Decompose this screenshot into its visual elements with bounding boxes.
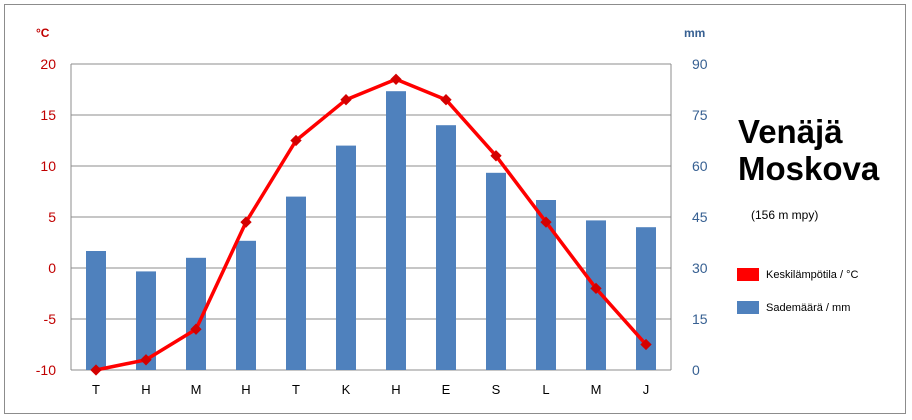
left-tick-label: 5 bbox=[48, 209, 56, 225]
x-tick-label: T bbox=[92, 382, 100, 397]
x-tick-label: H bbox=[391, 382, 400, 397]
temperature-point bbox=[240, 216, 252, 228]
x-tick-label: S bbox=[492, 382, 501, 397]
elevation-note: (156 m mpy) bbox=[751, 208, 819, 222]
temperature-point bbox=[490, 150, 502, 162]
precipitation-bar bbox=[186, 257, 206, 370]
left-tick-label: -10 bbox=[36, 362, 56, 378]
precipitation-bar bbox=[436, 125, 456, 370]
chart-title: Venäjä bbox=[738, 113, 843, 150]
left-tick-label: 0 bbox=[48, 260, 56, 276]
x-tick-label: L bbox=[542, 382, 549, 397]
x-tick-label: K bbox=[342, 382, 351, 397]
right-axis-ticks: 0 15 30 45 60 75 90 bbox=[692, 56, 708, 378]
legend-swatch-temperature bbox=[737, 268, 759, 281]
legend-label-temperature: Keskilämpötila / °C bbox=[766, 268, 859, 281]
precipitation-bar bbox=[236, 240, 256, 370]
legend-item-precipitation: Sademäärä / mm bbox=[737, 301, 850, 314]
x-tick-label: H bbox=[141, 382, 150, 397]
precipitation-bar bbox=[336, 145, 356, 370]
right-tick-label: 30 bbox=[692, 260, 708, 276]
right-tick-label: 45 bbox=[692, 209, 708, 225]
precipitation-bar bbox=[636, 227, 656, 370]
left-tick-label: 20 bbox=[40, 56, 56, 72]
x-tick-label: E bbox=[442, 382, 451, 397]
x-tick-label: J bbox=[643, 382, 650, 397]
legend-item-temperature: Keskilämpötila / °C bbox=[737, 268, 858, 281]
temperature-point bbox=[190, 323, 202, 335]
left-axis-unit: °C bbox=[36, 26, 50, 40]
precipitation-bar bbox=[536, 200, 556, 370]
precipitation-bar bbox=[586, 220, 606, 370]
temperature-point bbox=[390, 73, 402, 85]
gridlines bbox=[70, 63, 672, 371]
precipitation-bar bbox=[486, 172, 506, 370]
left-tick-label: -5 bbox=[44, 311, 57, 327]
right-tick-label: 15 bbox=[692, 311, 708, 327]
right-axis-unit: mm bbox=[684, 26, 705, 40]
x-tick-label: M bbox=[591, 382, 602, 397]
right-tick-label: 0 bbox=[692, 362, 700, 378]
temperature-point bbox=[290, 134, 302, 147]
left-tick-label: 10 bbox=[40, 158, 56, 174]
temperature-point bbox=[540, 216, 552, 228]
temperature-polyline bbox=[95, 77, 648, 372]
temperature-point bbox=[640, 338, 652, 351]
precipitation-bar bbox=[386, 91, 406, 370]
right-tick-label: 75 bbox=[692, 107, 708, 123]
x-tick-label: H bbox=[241, 382, 250, 397]
chart-subtitle: Moskova bbox=[738, 150, 880, 187]
precipitation-bar bbox=[86, 251, 106, 370]
left-axis-ticks: -10 -5 0 5 10 15 20 bbox=[36, 56, 56, 378]
precipitation-bar bbox=[286, 196, 306, 370]
temperature-point bbox=[140, 354, 152, 366]
x-tick-label: T bbox=[292, 382, 300, 397]
legend-label-precipitation: Sademäärä / mm bbox=[766, 301, 851, 314]
right-tick-label: 60 bbox=[692, 158, 708, 174]
precipitation-bars bbox=[86, 91, 656, 370]
left-tick-label: 15 bbox=[40, 107, 56, 123]
temperature-line bbox=[90, 73, 652, 376]
precipitation-bar bbox=[136, 271, 156, 370]
x-tick-label: M bbox=[191, 382, 202, 397]
right-tick-label: 90 bbox=[692, 56, 708, 72]
legend-swatch-precipitation bbox=[737, 301, 759, 314]
temperature-point bbox=[590, 282, 602, 295]
